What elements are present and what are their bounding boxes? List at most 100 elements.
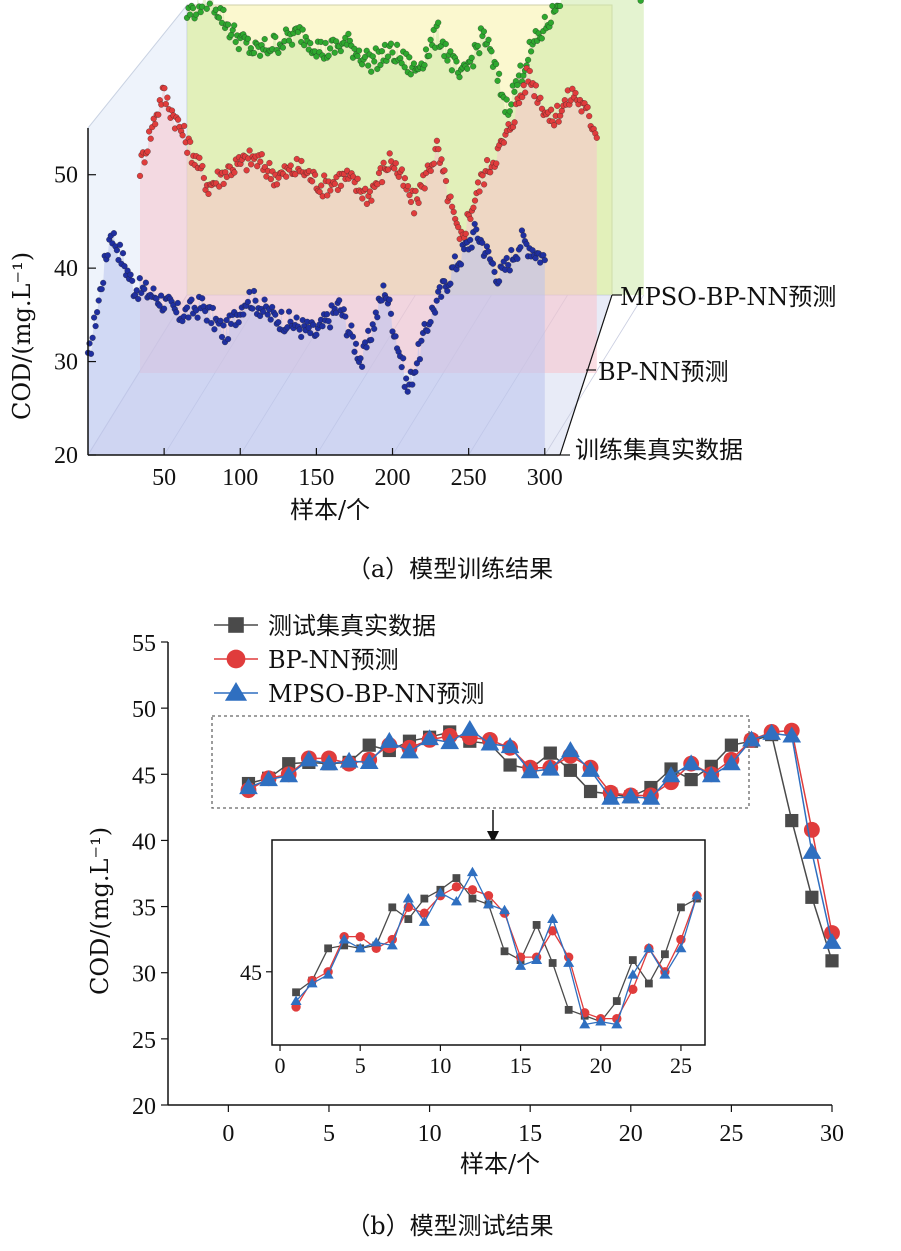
data-point [190, 5, 197, 12]
inset-data-marker [386, 939, 398, 950]
data-point [558, 107, 565, 114]
chart-b-xtick-label: 25 [719, 1121, 743, 1147]
data-point [337, 48, 344, 55]
data-point [257, 52, 264, 59]
data-point [378, 48, 385, 55]
data-point [526, 67, 533, 75]
chart-a-xlabel: 样本/个 [290, 496, 370, 524]
data-point [323, 311, 331, 318]
data-marker [362, 738, 376, 752]
data-point [98, 286, 105, 293]
data-point [289, 41, 296, 48]
data-point [467, 215, 474, 223]
data-point [409, 381, 416, 388]
data-point [637, 0, 644, 4]
data-point [406, 192, 413, 199]
data-point [438, 293, 445, 300]
data-point [313, 331, 320, 338]
ribbon-训练集真实数据 [88, 224, 545, 455]
inset-data-marker [434, 887, 446, 897]
chart-a-ytick-label: 40 [54, 256, 78, 282]
data-point [161, 85, 168, 92]
data-point [503, 254, 510, 262]
inset-data-marker [627, 969, 639, 979]
data-point [197, 9, 204, 16]
data-point [410, 60, 417, 67]
data-point [296, 326, 303, 333]
data-point [119, 250, 127, 257]
data-point [110, 230, 117, 237]
data-point [272, 311, 279, 318]
data-point [363, 344, 370, 351]
data-point [365, 62, 372, 69]
data-point [528, 48, 535, 55]
data-point [517, 62, 524, 69]
data-point [208, 320, 215, 327]
data-point [257, 312, 264, 320]
inset-data-marker [677, 903, 685, 912]
chart-a-xtick-label: 50 [152, 465, 176, 491]
chart-b-xtick-label: 0 [222, 1121, 234, 1147]
legend-marker [224, 681, 248, 701]
data-point [203, 5, 210, 12]
data-point [494, 77, 501, 84]
data-point [519, 94, 526, 101]
inset-data-marker [659, 969, 671, 979]
data-point [511, 119, 518, 126]
data-point [327, 187, 334, 194]
data-point [141, 285, 148, 293]
data-point [287, 162, 294, 169]
inset-data-marker [404, 915, 413, 923]
data-point [174, 299, 181, 307]
data-marker [583, 784, 598, 799]
floor-gridline [544, 294, 645, 456]
data-point [586, 113, 593, 120]
data-point [217, 317, 224, 324]
data-point [479, 239, 486, 246]
data-point [209, 304, 216, 312]
inset-data-marker [466, 866, 478, 877]
data-point [235, 319, 242, 326]
data-point [196, 154, 203, 161]
data-point [441, 167, 448, 174]
data-point [152, 121, 159, 128]
data-point [470, 204, 477, 211]
data-point [116, 241, 124, 248]
data-point [216, 183, 223, 190]
inset-data-marker [483, 890, 494, 901]
depth-axis-line [559, 294, 613, 456]
data-marker [279, 766, 299, 783]
data-point [366, 188, 373, 195]
chart-b-ytick-label: 40 [132, 829, 156, 855]
data-point [447, 280, 454, 287]
data-point [231, 169, 238, 176]
inset-data-marker [419, 908, 430, 918]
data-point [541, 13, 548, 20]
data-point [218, 333, 226, 341]
inset-data-marker [563, 957, 575, 967]
data-point [179, 132, 186, 139]
chart-a-xtick-label: 300 [527, 465, 563, 491]
chart-b-caption: （b）模型测试结果 [346, 1212, 553, 1240]
data-point [438, 156, 445, 163]
data-point [158, 292, 165, 299]
data-point [398, 364, 405, 371]
inset-data-marker [500, 947, 509, 956]
data-point [447, 48, 454, 55]
data-point [427, 167, 434, 174]
chart-a-ytick-label: 50 [54, 163, 78, 189]
data-point [398, 166, 405, 173]
data-point [444, 287, 451, 295]
data-marker [724, 738, 738, 752]
series-label-mpso: MPSO-BP-NN预测 [620, 283, 836, 311]
chart-a-xtick-label: 200 [375, 465, 411, 491]
data-marker [722, 754, 741, 771]
data-point [313, 53, 320, 60]
data-point [293, 314, 300, 321]
inset-data-marker [628, 984, 638, 995]
data-marker [641, 788, 661, 805]
data-point [248, 161, 255, 168]
chart-b-ylabel: COD/(mg.L⁻¹) [86, 827, 114, 995]
chart-a-ylabel: COD/(mg.L⁻¹) [8, 252, 36, 420]
data-point [487, 169, 494, 176]
